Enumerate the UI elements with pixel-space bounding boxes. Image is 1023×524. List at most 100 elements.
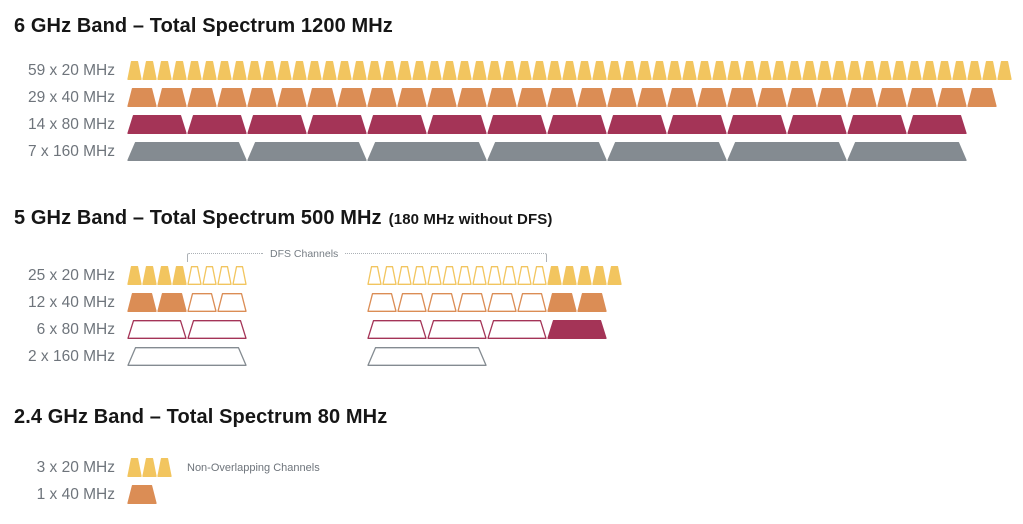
channel-40mhz — [307, 88, 337, 107]
channel-20mhz — [652, 61, 667, 80]
channel-80mhz — [607, 115, 667, 134]
channel-40mhz — [937, 88, 967, 107]
channel-20mhz — [562, 61, 577, 80]
section-24ghz-band: 2.4 GHz Band – Total Spectrum 80 MHz 3 x… — [14, 405, 1023, 504]
channel-row-label: 1 x 40 MHz — [36, 486, 115, 503]
channel-40mhz — [577, 88, 607, 107]
channel-row-14-x-80-mhz: 14 x 80 MHz — [14, 115, 1023, 134]
channel-40mhz — [157, 293, 187, 312]
channel-40mhz — [967, 88, 997, 107]
dfs-channel-20mhz — [532, 266, 547, 285]
channel-20mhz — [412, 61, 427, 80]
dfs-channel-40mhz — [217, 293, 247, 312]
channel-20mhz — [157, 266, 172, 285]
dfs-channel-40mhz — [427, 293, 457, 312]
channel-20mhz — [172, 61, 187, 80]
channel-20mhz — [742, 61, 757, 80]
channel-40mhz — [187, 88, 217, 107]
dfs-channel-20mhz — [397, 266, 412, 285]
channel-row-shapes — [127, 266, 622, 285]
channel-20mhz — [142, 61, 157, 80]
channel-20mhz — [712, 61, 727, 80]
channel-80mhz — [847, 115, 907, 134]
dfs-bracket-left-line — [187, 253, 263, 262]
dfs-channel-20mhz — [427, 266, 442, 285]
channel-40mhz — [787, 88, 817, 107]
channel-20mhz — [292, 61, 307, 80]
channel-20mhz — [622, 61, 637, 80]
channel-80mhz — [487, 115, 547, 134]
channel-20mhz — [397, 61, 412, 80]
section-title-suffix: (180 MHz without DFS) — [388, 211, 553, 228]
channel-160mhz — [367, 142, 487, 161]
dfs-channel-160mhz — [367, 347, 487, 366]
channel-40mhz — [217, 88, 247, 107]
channel-40mhz — [847, 88, 877, 107]
dfs-channel-40mhz — [457, 293, 487, 312]
channel-80mhz — [427, 115, 487, 134]
channel-row-label: 59 x 20 MHz — [27, 62, 115, 79]
channel-row-shapes — [127, 320, 607, 339]
channel-row-label: 12 x 40 MHz — [27, 294, 115, 311]
channel-20mhz — [937, 61, 952, 80]
dfs-channel-20mhz — [187, 266, 202, 285]
channel-20mhz — [967, 61, 982, 80]
channel-row-12-x-40-mhz: 12 x 40 MHz — [14, 293, 1023, 312]
channel-20mhz — [217, 61, 232, 80]
section-title-6ghz: 6 GHz Band – Total Spectrum 1200 MHz — [14, 14, 1023, 38]
section-6ghz-band: 6 GHz Band – Total Spectrum 1200 MHz 59 … — [14, 14, 1023, 161]
channel-20mhz — [517, 61, 532, 80]
channel-20mhz — [172, 266, 187, 285]
channel-160mhz — [727, 142, 847, 161]
channel-80mhz — [247, 115, 307, 134]
channel-80mhz — [547, 115, 607, 134]
channel-20mhz — [562, 266, 577, 285]
dfs-channel-80mhz — [127, 320, 187, 339]
channel-20mhz — [262, 61, 277, 80]
channel-rows-5ghz: 25 x 20 MHz 12 x 40 MHz 6 x 80 MHz 2 x 160 … — [14, 266, 1023, 366]
channel-20mhz — [922, 61, 937, 80]
dfs-channel-40mhz — [367, 293, 397, 312]
non-overlapping-note: Non-Overlapping Channels — [187, 461, 320, 474]
dfs-channel-20mhz — [382, 266, 397, 285]
channel-row-shapes — [127, 88, 997, 107]
channel-20mhz — [817, 61, 832, 80]
dfs-channel-20mhz — [202, 266, 217, 285]
channel-row-label: 7 x 160 MHz — [27, 143, 115, 160]
channel-40mhz — [247, 88, 277, 107]
section-5ghz-band: 5 GHz Band – Total Spectrum 500 MHz (180 … — [14, 206, 1023, 366]
dfs-channel-20mhz — [442, 266, 457, 285]
channel-20mhz — [787, 61, 802, 80]
dfs-channel-20mhz — [412, 266, 427, 285]
channel-20mhz — [982, 61, 997, 80]
channel-160mhz — [247, 142, 367, 161]
channel-20mhz — [757, 61, 772, 80]
channel-80mhz — [547, 320, 607, 339]
channel-20mhz — [232, 61, 247, 80]
channel-20mhz — [832, 61, 847, 80]
channel-20mhz — [127, 61, 142, 80]
channel-40mhz — [277, 88, 307, 107]
channel-20mhz — [322, 61, 337, 80]
channel-20mhz — [142, 266, 157, 285]
channel-40mhz — [697, 88, 727, 107]
dfs-channel-20mhz — [487, 266, 502, 285]
channel-80mhz — [907, 115, 967, 134]
channel-20mhz — [352, 61, 367, 80]
channel-20mhz — [592, 266, 607, 285]
channel-20mhz — [532, 61, 547, 80]
channel-40mhz — [547, 293, 577, 312]
channel-20mhz — [367, 61, 382, 80]
channel-20mhz — [697, 61, 712, 80]
dfs-channel-40mhz — [517, 293, 547, 312]
channel-20mhz — [997, 61, 1012, 80]
channel-40mhz — [907, 88, 937, 107]
channel-80mhz — [187, 115, 247, 134]
channel-20mhz — [907, 61, 922, 80]
channel-row-shapes — [127, 347, 487, 366]
channel-row-7-x-160-mhz: 7 x 160 MHz — [14, 142, 1023, 161]
dfs-channel-80mhz — [487, 320, 547, 339]
channel-20mhz — [127, 458, 142, 477]
section-title-text: 5 GHz Band – Total Spectrum 500 MHz — [14, 207, 382, 229]
channel-80mhz — [667, 115, 727, 134]
